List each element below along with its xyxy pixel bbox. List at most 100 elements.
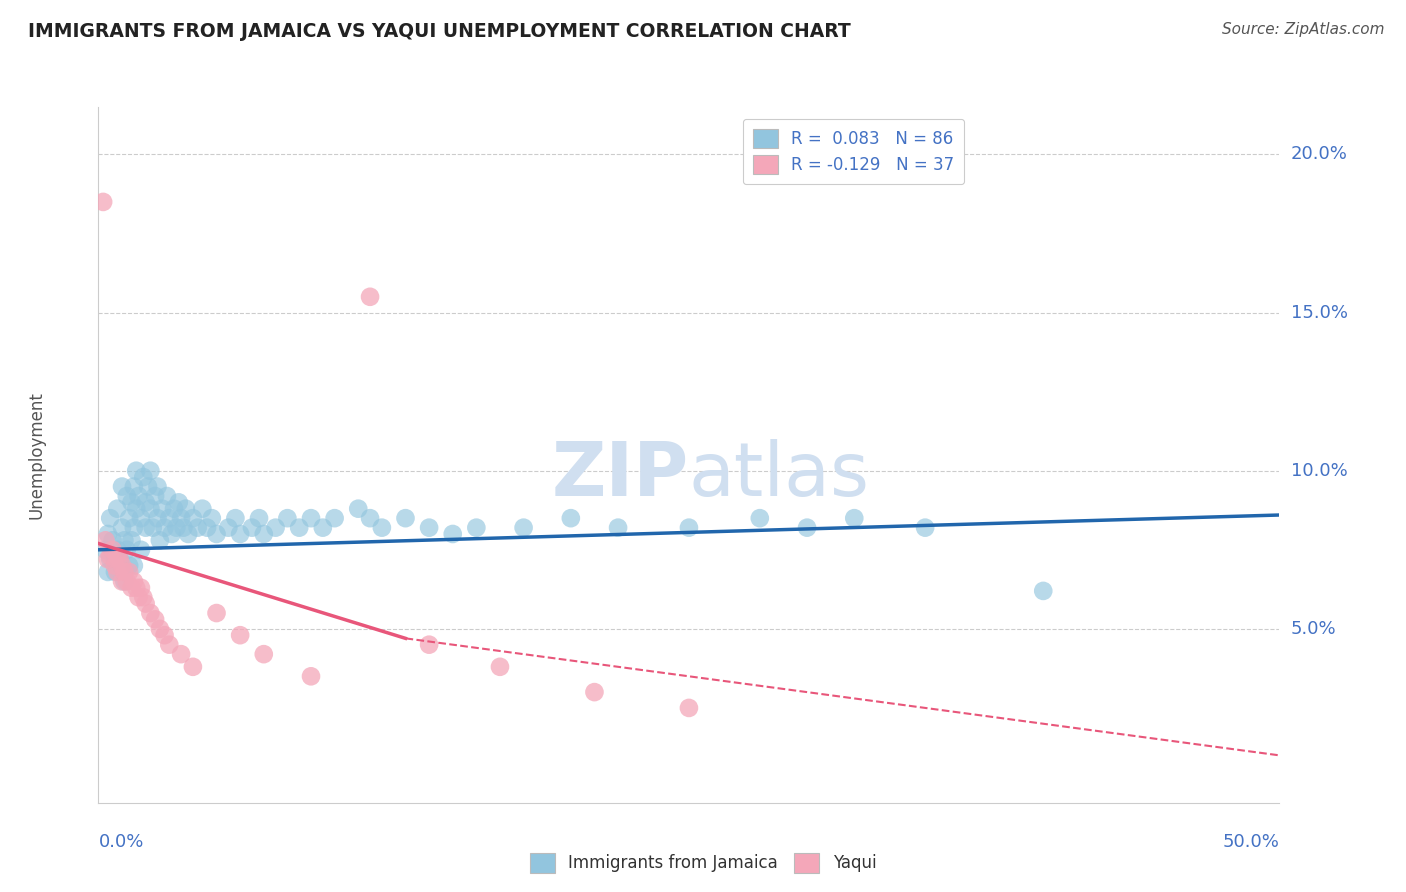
Point [129, 581, 152, 595]
Text: 5.0%: 5.0% [1291, 620, 1336, 638]
Point [201, 511, 224, 525]
Text: IMMIGRANTS FROM JAMAICA VS YAQUI UNEMPLOYMENT CORRELATION CHART: IMMIGRANTS FROM JAMAICA VS YAQUI UNEMPLO… [28, 22, 851, 41]
Point [583, 685, 606, 699]
Point [312, 521, 335, 535]
Point [122, 521, 145, 535]
Point [170, 647, 193, 661]
Legend: R =  0.083   N = 86, R = -0.129   N = 37: R = 0.083 N = 86, R = -0.129 N = 37 [742, 119, 965, 184]
Point [165, 521, 187, 535]
Text: 50.0%: 50.0% [1223, 833, 1279, 851]
Point [157, 638, 180, 652]
Point [156, 489, 179, 503]
Point [108, 552, 131, 566]
Point [678, 701, 700, 715]
Point [98, 552, 121, 566]
Point [132, 591, 155, 605]
Point [143, 612, 166, 626]
Point [111, 521, 134, 535]
Text: atlas: atlas [689, 439, 870, 512]
Point [191, 501, 214, 516]
Point [112, 533, 135, 548]
Point [118, 511, 141, 525]
Point [299, 669, 322, 683]
Point [607, 521, 630, 535]
Point [187, 521, 209, 535]
Point [153, 521, 176, 535]
Point [129, 511, 152, 525]
Text: ZIP: ZIP [551, 439, 689, 512]
Point [224, 511, 246, 525]
Point [112, 565, 135, 579]
Point [108, 552, 131, 566]
Point [128, 489, 150, 503]
Point [796, 521, 818, 535]
Point [142, 521, 165, 535]
Point [359, 290, 381, 304]
Point [129, 542, 152, 557]
Point [111, 479, 134, 493]
Point [163, 501, 186, 516]
Point [98, 549, 121, 563]
Point [299, 511, 322, 525]
Point [97, 527, 120, 541]
Point [98, 511, 121, 525]
Point [264, 521, 287, 535]
Text: 0.0%: 0.0% [98, 833, 143, 851]
Point [125, 464, 148, 478]
Point [136, 479, 159, 493]
Point [101, 533, 124, 548]
Point [253, 647, 276, 661]
Point [394, 511, 416, 525]
Point [94, 533, 117, 548]
Point [323, 511, 346, 525]
Point [172, 521, 194, 535]
Point [105, 542, 128, 557]
Point [177, 527, 200, 541]
Point [181, 660, 204, 674]
Point [104, 552, 127, 566]
Point [112, 574, 135, 589]
Point [122, 558, 145, 573]
Point [97, 552, 120, 566]
Point [105, 549, 128, 563]
Point [115, 574, 138, 589]
Point [288, 521, 311, 535]
Point [146, 511, 169, 525]
Point [153, 628, 176, 642]
Point [205, 527, 228, 541]
Point [118, 558, 141, 573]
Point [418, 638, 440, 652]
Point [347, 501, 370, 516]
Point [276, 511, 298, 525]
Point [128, 591, 150, 605]
Point [91, 194, 114, 209]
Point [205, 606, 228, 620]
Text: 15.0%: 15.0% [1291, 303, 1347, 322]
Point [149, 533, 172, 548]
Point [132, 470, 155, 484]
Point [104, 565, 127, 579]
Point [115, 489, 138, 503]
Point [122, 574, 145, 589]
Point [678, 521, 700, 535]
Point [229, 628, 252, 642]
Point [844, 511, 866, 525]
Point [146, 479, 169, 493]
Point [560, 511, 582, 525]
Point [118, 565, 141, 579]
Point [174, 501, 197, 516]
Point [94, 542, 117, 557]
Point [181, 511, 204, 525]
Point [441, 527, 464, 541]
Point [97, 565, 120, 579]
Point [914, 521, 936, 535]
Point [465, 521, 488, 535]
Point [135, 597, 157, 611]
Point [149, 622, 172, 636]
Point [195, 521, 218, 535]
Point [1032, 583, 1054, 598]
Point [125, 581, 148, 595]
Point [121, 581, 143, 595]
Point [170, 511, 193, 525]
Point [111, 558, 134, 573]
